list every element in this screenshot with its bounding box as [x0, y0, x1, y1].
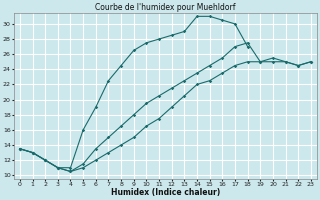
- Title: Courbe de l'humidex pour Muehldorf: Courbe de l'humidex pour Muehldorf: [95, 3, 236, 12]
- X-axis label: Humidex (Indice chaleur): Humidex (Indice chaleur): [111, 188, 220, 197]
